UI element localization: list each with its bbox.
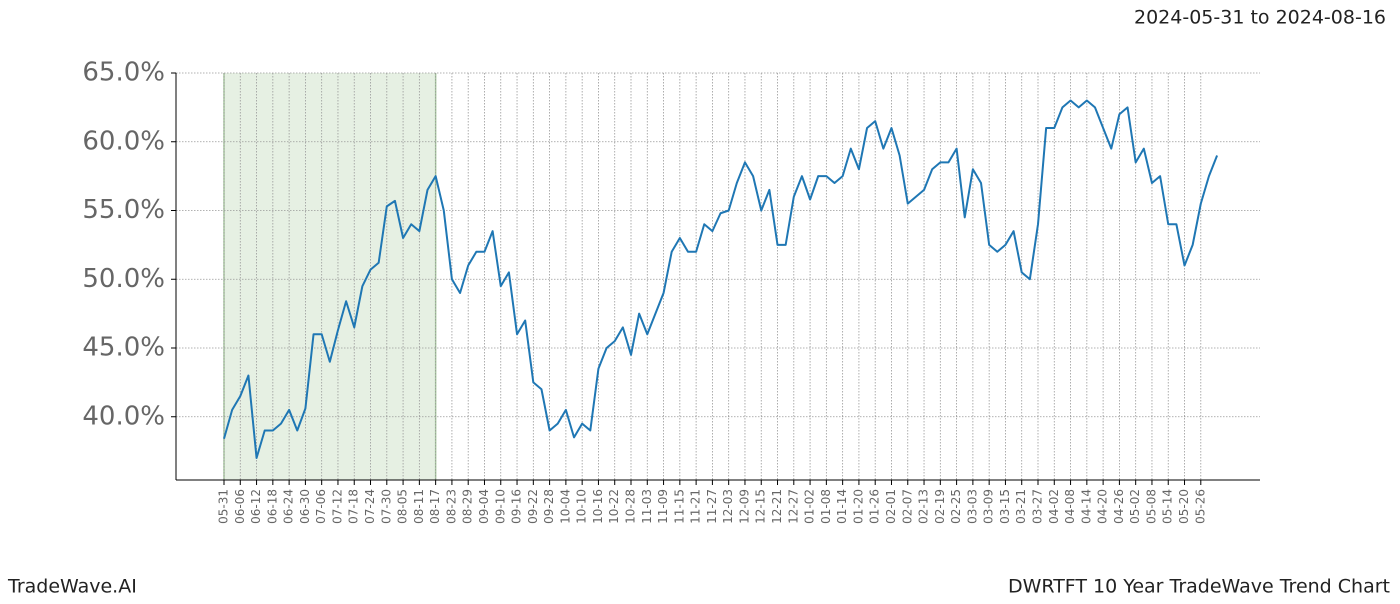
x-tick-label: 07-24 bbox=[363, 489, 377, 524]
x-tick-label: 04-26 bbox=[1112, 489, 1126, 524]
x-tick-label: 02-01 bbox=[884, 489, 898, 524]
x-tick-label: 12-03 bbox=[721, 489, 735, 524]
y-tick-label: 55.0% bbox=[82, 195, 165, 225]
x-tick-label: 11-27 bbox=[705, 489, 719, 524]
x-tick-label: 02-19 bbox=[933, 489, 947, 524]
x-tick-label: 08-17 bbox=[428, 489, 442, 524]
y-tick-label: 40.0% bbox=[82, 401, 165, 431]
x-tick-label: 06-12 bbox=[249, 489, 263, 524]
x-tick-label: 01-14 bbox=[835, 489, 849, 524]
x-tick-label: 07-06 bbox=[314, 489, 328, 524]
x-tick-label: 11-15 bbox=[672, 489, 686, 524]
x-tick-label: 11-21 bbox=[689, 489, 703, 524]
x-tick-label: 06-30 bbox=[298, 489, 312, 524]
x-tick-label: 03-09 bbox=[982, 489, 996, 524]
x-tick-label: 02-07 bbox=[900, 489, 914, 524]
x-tick-label: 12-15 bbox=[754, 489, 768, 524]
x-tick-label: 06-24 bbox=[282, 489, 296, 524]
chart-subtitle: 2024-05-31 to 2024-08-16 bbox=[1134, 7, 1386, 29]
x-tick-label: 03-27 bbox=[1031, 489, 1045, 524]
x-tick-label: 06-06 bbox=[233, 489, 247, 524]
x-tick-label: 12-09 bbox=[737, 489, 751, 524]
x-tick-label: 01-20 bbox=[851, 489, 865, 524]
x-tick-label: 02-25 bbox=[949, 489, 963, 524]
x-tick-label: 07-30 bbox=[379, 489, 393, 524]
x-tick-label: 05-02 bbox=[1128, 489, 1142, 524]
y-tick-label: 60.0% bbox=[82, 126, 165, 156]
x-tick-label: 10-22 bbox=[607, 489, 621, 524]
chart-title: DWRTFT 10 Year TradeWave Trend Chart bbox=[1008, 576, 1390, 598]
x-tick-label: 04-20 bbox=[1096, 489, 1110, 524]
x-tick-label: 10-04 bbox=[558, 489, 572, 524]
x-tick-label: 12-21 bbox=[770, 489, 784, 524]
x-tick-label: 05-14 bbox=[1161, 489, 1175, 524]
x-tick-label: 09-22 bbox=[526, 489, 540, 524]
x-tick-label: 03-21 bbox=[1014, 489, 1028, 524]
x-tick-label: 01-08 bbox=[819, 489, 833, 524]
x-tick-label: 05-26 bbox=[1193, 489, 1207, 524]
x-tick-label: 11-03 bbox=[640, 489, 654, 524]
x-tick-label: 10-28 bbox=[624, 489, 638, 524]
x-tick-label: 09-16 bbox=[510, 489, 524, 524]
x-tick-label: 02-13 bbox=[917, 489, 931, 524]
x-tick-label: 08-23 bbox=[444, 489, 458, 524]
x-tick-label: 08-05 bbox=[396, 489, 410, 524]
x-tick-label: 11-09 bbox=[656, 489, 670, 524]
x-tick-label: 09-28 bbox=[542, 489, 556, 524]
brand: TradeWave.AI bbox=[7, 576, 137, 598]
x-tick-label: 08-29 bbox=[461, 489, 475, 524]
x-tick-label: 10-10 bbox=[575, 489, 589, 524]
x-tick-label: 12-27 bbox=[786, 489, 800, 524]
x-tick-label: 06-18 bbox=[265, 489, 279, 524]
x-tick-label: 08-11 bbox=[412, 489, 426, 524]
y-tick-label: 45.0% bbox=[82, 333, 165, 363]
x-tick-label: 03-15 bbox=[998, 489, 1012, 524]
x-tick-label: 04-02 bbox=[1047, 489, 1061, 524]
x-tick-label: 09-10 bbox=[493, 489, 507, 524]
x-tick-label: 07-12 bbox=[330, 489, 344, 524]
x-tick-label: 04-14 bbox=[1079, 489, 1093, 524]
data-line bbox=[223, 99, 1219, 459]
highlight-region bbox=[224, 73, 436, 480]
x-tick-label: 09-04 bbox=[477, 489, 491, 524]
x-tick-label: 03-03 bbox=[965, 489, 979, 524]
x-tick-label: 04-08 bbox=[1063, 489, 1077, 524]
x-tick-label: 01-02 bbox=[803, 489, 817, 524]
y-tick-label: 65.0% bbox=[82, 58, 165, 88]
x-tick-label: 01-26 bbox=[868, 489, 882, 524]
x-tick-label: 05-20 bbox=[1177, 489, 1191, 524]
x-tick-label: 05-31 bbox=[217, 489, 231, 524]
x-tick-label: 10-16 bbox=[591, 489, 605, 524]
x-tick-label: 07-18 bbox=[347, 489, 361, 524]
y-tick-label: 50.0% bbox=[82, 264, 165, 294]
x-tick-label: 05-08 bbox=[1144, 489, 1158, 524]
